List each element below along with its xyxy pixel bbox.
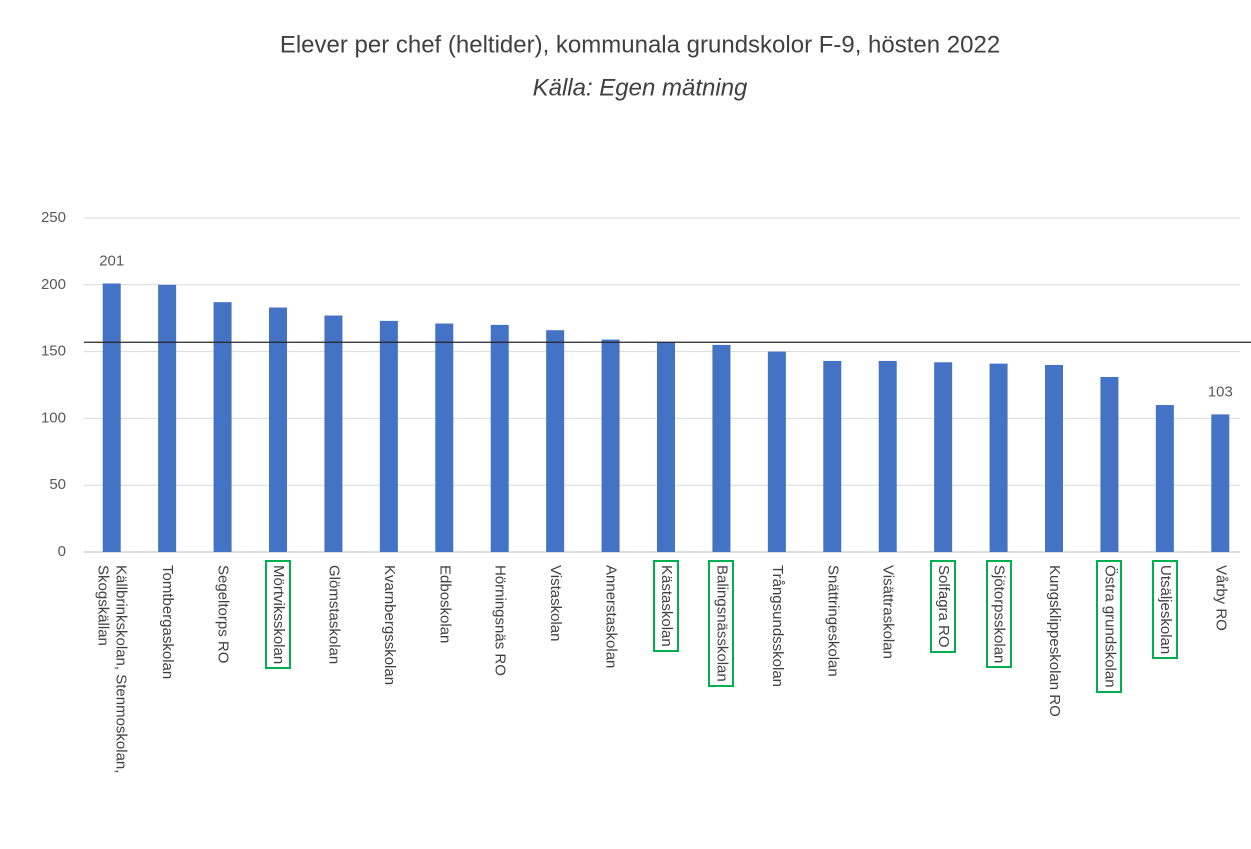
y-tick-label: 200	[41, 276, 66, 293]
y-tick-label: 50	[49, 476, 66, 493]
bar	[102, 283, 121, 552]
x-tick-label: Utsäljeskolan	[1151, 560, 1178, 660]
x-tick-label: Kvarnbergsskolan	[380, 565, 398, 686]
x-tick-label: Hörningsnäs RO	[491, 565, 509, 676]
x-tick-label: Glömstaskolan	[325, 565, 343, 665]
x-tick-label: Trångsundsskolan	[768, 565, 786, 688]
x-tick-label: Mörtviksskolan	[265, 560, 291, 670]
x-tick-label: Kästaskolan	[653, 560, 679, 652]
x-tick-label: Annerstaskolan	[602, 565, 620, 669]
chart-subtitle: Källa: Egen mätning	[533, 74, 748, 101]
bar	[1100, 376, 1119, 552]
y-tick-label: 150	[41, 343, 66, 360]
y-tick-label: 0	[58, 543, 66, 560]
x-tick-label: Snättringeskolan	[824, 565, 842, 677]
bar	[1045, 364, 1063, 552]
x-tick-label: Tomtbergaskolan	[159, 565, 177, 680]
x-tick-label: Edboskolan	[436, 565, 454, 644]
x-tick-label: Visättraskolan	[879, 565, 897, 659]
y-tick-label: 250	[41, 209, 66, 226]
bar	[158, 284, 177, 552]
bar	[823, 360, 842, 552]
x-tick-label: Segeltorps RO	[214, 565, 232, 664]
bar	[324, 315, 343, 552]
bar	[213, 302, 232, 552]
bar	[601, 339, 620, 552]
x-tick-label: Sjötorpsskolan	[985, 560, 1012, 669]
y-tick-label: 100	[41, 409, 66, 426]
bar	[1211, 414, 1230, 552]
bar	[934, 362, 953, 552]
x-tick-label: Vårby RO	[1212, 565, 1230, 631]
x-tick-label: Solfagra RO	[930, 560, 957, 653]
bar	[767, 351, 786, 552]
bar	[712, 344, 731, 552]
data-label: 103	[1208, 383, 1233, 400]
x-tick-label: Östra grundskolan	[1096, 560, 1123, 693]
bar	[269, 307, 287, 552]
x-tick-label: Vistaskolan	[547, 565, 565, 642]
data-label: 201	[99, 252, 124, 269]
bar	[989, 363, 1008, 552]
bar	[657, 342, 675, 552]
bar	[1155, 405, 1174, 552]
x-tick-label: Balingsnässkolan	[708, 560, 735, 687]
x-tick-label: Kungsklippeskolan RO	[1046, 565, 1063, 717]
bar	[546, 330, 565, 552]
chart-title: Elever per chef (heltider), kommunala gr…	[280, 31, 1000, 58]
x-tick-label: Källbrinkskolan, Stenmoskolan, Skogskäll…	[94, 565, 130, 774]
bar	[435, 323, 454, 552]
bar	[379, 320, 398, 552]
bar	[490, 324, 509, 552]
bar	[878, 360, 897, 552]
